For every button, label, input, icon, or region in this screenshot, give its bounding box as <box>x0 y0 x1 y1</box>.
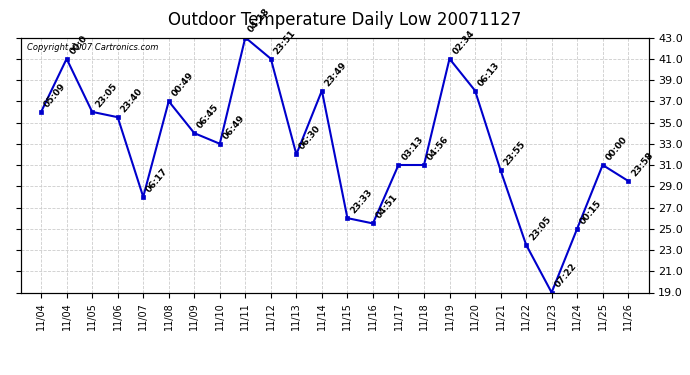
Text: 05:09: 05:09 <box>43 81 68 109</box>
Text: 03:13: 03:13 <box>400 135 425 162</box>
Text: 04:56: 04:56 <box>425 135 451 162</box>
Text: 23:58: 23:58 <box>629 150 655 178</box>
Text: 00:00: 00:00 <box>604 135 629 162</box>
Text: 00:49: 00:49 <box>170 71 195 99</box>
Text: Outdoor Temperature Daily Low 20071127: Outdoor Temperature Daily Low 20071127 <box>168 11 522 29</box>
Text: 04:18: 04:18 <box>247 7 272 35</box>
Text: 23:40: 23:40 <box>119 87 144 114</box>
Text: 06:49: 06:49 <box>221 113 246 141</box>
Text: 23:33: 23:33 <box>349 188 374 215</box>
Text: 06:30: 06:30 <box>298 124 323 152</box>
Text: 23:55: 23:55 <box>502 140 527 168</box>
Text: 06:17: 06:17 <box>145 166 170 194</box>
Text: 23:51: 23:51 <box>273 28 297 56</box>
Text: 02:34: 02:34 <box>451 28 476 56</box>
Text: Copyright 2007 Cartronics.com: Copyright 2007 Cartronics.com <box>27 43 158 52</box>
Text: 06:13: 06:13 <box>476 60 502 88</box>
Text: 23:05: 23:05 <box>527 214 553 242</box>
Text: 07:22: 07:22 <box>553 262 578 290</box>
Text: 04:51: 04:51 <box>375 193 400 220</box>
Text: 23:49: 23:49 <box>324 60 348 88</box>
Text: 06:45: 06:45 <box>196 103 221 130</box>
Text: 00:0: 00:0 <box>68 33 89 56</box>
Text: 00:15: 00:15 <box>578 198 604 226</box>
Text: 23:05: 23:05 <box>94 81 119 109</box>
